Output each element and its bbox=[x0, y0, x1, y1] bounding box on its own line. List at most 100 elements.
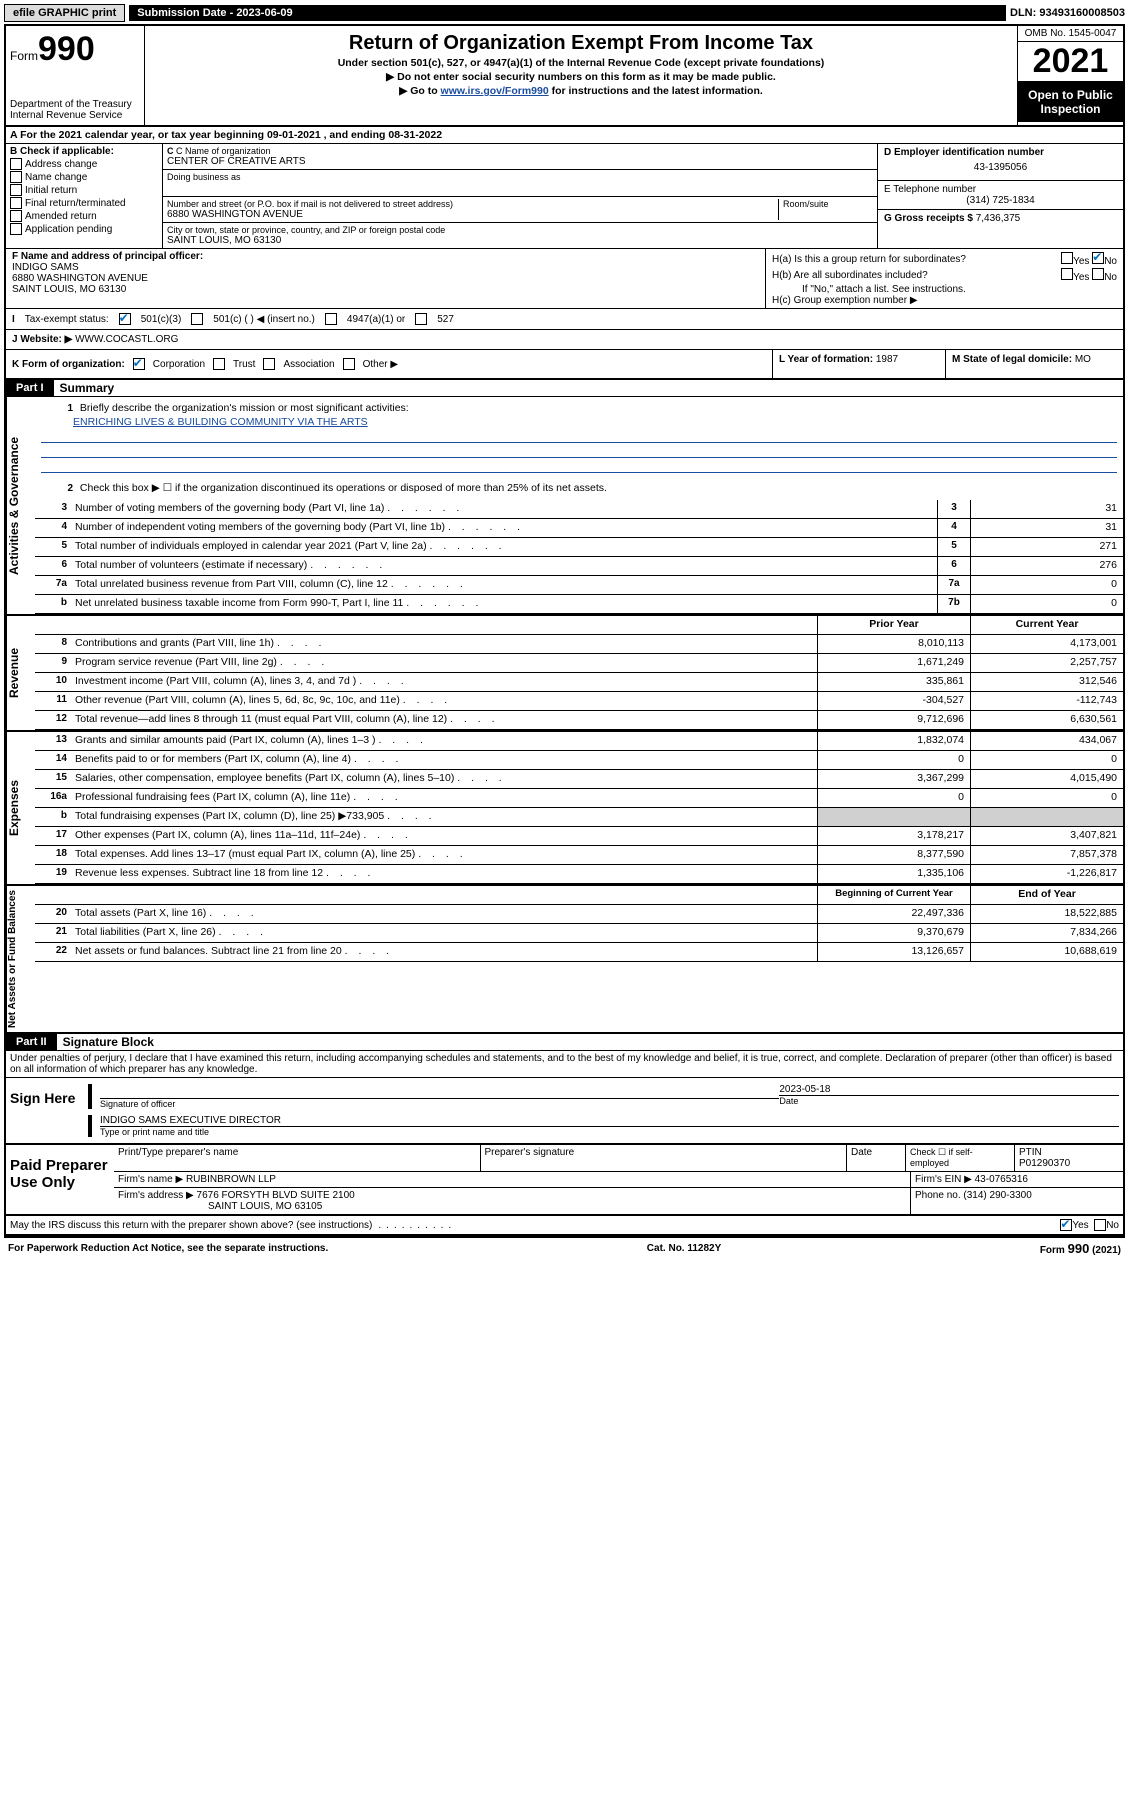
hc-label: H(c) Group exemption number ▶ bbox=[772, 295, 1117, 306]
discuss-no[interactable] bbox=[1094, 1219, 1106, 1231]
sign-here-section: Sign Here Signature of officer 2023-05-1… bbox=[6, 1078, 1123, 1145]
declaration-text: Under penalties of perjury, I declare th… bbox=[6, 1051, 1123, 1078]
chk-527[interactable] bbox=[415, 313, 427, 325]
m-label: M State of legal domicile: bbox=[952, 354, 1072, 365]
street-address: 6880 WASHINGTON AVENUE bbox=[167, 209, 778, 220]
chk-4947[interactable] bbox=[325, 313, 337, 325]
gross-receipts-value: 7,436,375 bbox=[976, 213, 1021, 224]
tax-year: 2021 bbox=[1018, 42, 1123, 82]
chk-final-return[interactable] bbox=[10, 197, 22, 209]
governance-row: 6 Total number of volunteers (estimate i… bbox=[35, 557, 1123, 576]
form-title: Return of Organization Exempt From Incom… bbox=[153, 32, 1009, 55]
city-label: City or town, state or province, country… bbox=[167, 225, 873, 235]
line1-label: Briefly describe the organization's miss… bbox=[80, 402, 409, 414]
chk-application-pending[interactable] bbox=[10, 223, 22, 235]
e-phone-label: E Telephone number bbox=[884, 184, 1117, 195]
firm-name-label: Firm's name ▶ bbox=[118, 1174, 183, 1185]
website-label: Website: ▶ bbox=[20, 334, 72, 345]
mission-text[interactable]: ENRICHING LIVES & BUILDING COMMUNITY VIA… bbox=[73, 416, 368, 428]
form-footer: Form 990 (2021) bbox=[1040, 1241, 1121, 1256]
section-j: J Website: ▶ WWW.COCASTL.ORG bbox=[6, 330, 1123, 350]
row-a-tax-year: A For the 2021 calendar year, or tax yea… bbox=[6, 127, 1123, 144]
chk-501c[interactable] bbox=[191, 313, 203, 325]
data-row: 20 Total assets (Part X, line 16) . . . … bbox=[35, 905, 1123, 924]
chk-trust[interactable] bbox=[213, 358, 225, 370]
hb-note: If "No," attach a list. See instructions… bbox=[772, 284, 1117, 295]
data-row: 10 Investment income (Part VIII, column … bbox=[35, 673, 1123, 692]
ptin-label: PTIN bbox=[1019, 1147, 1119, 1158]
firm-addr-label: Firm's address ▶ bbox=[118, 1190, 194, 1201]
chk-other[interactable] bbox=[343, 358, 355, 370]
chk-501c3[interactable] bbox=[119, 313, 131, 325]
side-revenue: Revenue bbox=[6, 616, 35, 730]
section-klm: K Form of organization: Corporation Trus… bbox=[6, 350, 1123, 380]
sign-here-label: Sign Here bbox=[6, 1078, 84, 1143]
firm-phone-label: Phone no. bbox=[915, 1190, 961, 1201]
d-ein-label: D Employer identification number bbox=[884, 147, 1117, 158]
line2-text: Check this box ▶ ☐ if the organization d… bbox=[80, 482, 607, 494]
c-name-label: C Name of organization bbox=[176, 146, 271, 156]
governance-row: 4 Number of independent voting members o… bbox=[35, 519, 1123, 538]
self-employed-label: Check ☐ if self-employed bbox=[906, 1145, 1015, 1171]
sig-officer-label: Signature of officer bbox=[100, 1098, 779, 1109]
prep-name-label: Print/Type preparer's name bbox=[114, 1145, 481, 1171]
data-row: 9 Program service revenue (Part VIII, li… bbox=[35, 654, 1123, 673]
officer-addr1: 6880 WASHINGTON AVENUE bbox=[12, 273, 759, 284]
chk-name-change[interactable] bbox=[10, 171, 22, 183]
sig-date-value: 2023-05-18 bbox=[779, 1084, 1119, 1095]
submission-date: Submission Date - 2023-06-09 bbox=[129, 5, 1006, 21]
l-label: L Year of formation: bbox=[779, 354, 873, 365]
chk-initial-return[interactable] bbox=[10, 184, 22, 196]
dept-treasury: Department of the Treasury bbox=[10, 99, 140, 110]
chk-assoc[interactable] bbox=[263, 358, 275, 370]
ptin-value: P01290370 bbox=[1019, 1158, 1119, 1169]
f-label: F Name and address of principal officer: bbox=[12, 251, 759, 262]
chk-amended[interactable] bbox=[10, 210, 22, 222]
hb-no[interactable] bbox=[1092, 268, 1104, 280]
prep-date-label: Date bbox=[847, 1145, 906, 1171]
room-suite-label: Room/suite bbox=[778, 199, 873, 220]
firm-ein-label: Firm's EIN ▶ bbox=[915, 1174, 972, 1185]
form-header: Form990 Department of the Treasury Inter… bbox=[6, 26, 1123, 127]
governance-row: 7a Total unrelated business revenue from… bbox=[35, 576, 1123, 595]
form-prefix: Form bbox=[10, 49, 38, 63]
data-row: 17 Other expenses (Part IX, column (A), … bbox=[35, 827, 1123, 846]
subtitle-2: ▶ Do not enter social security numbers o… bbox=[153, 71, 1009, 83]
data-row: 8 Contributions and grants (Part VIII, l… bbox=[35, 635, 1123, 654]
dln: DLN: 93493160008503 bbox=[1010, 7, 1125, 19]
part1-header-row: Part I Summary bbox=[6, 380, 1123, 397]
data-row: 16a Professional fundraising fees (Part … bbox=[35, 789, 1123, 808]
phone-value: (314) 725-1834 bbox=[884, 195, 1117, 206]
omb-number: OMB No. 1545-0047 bbox=[1018, 26, 1123, 42]
ha-no[interactable] bbox=[1092, 252, 1104, 264]
paperwork-notice: For Paperwork Reduction Act Notice, see … bbox=[8, 1243, 328, 1254]
cat-no: Cat. No. 11282Y bbox=[328, 1243, 1040, 1254]
data-row: 12 Total revenue—add lines 8 through 11 … bbox=[35, 711, 1123, 730]
efile-button[interactable]: efile GRAPHIC print bbox=[4, 4, 125, 22]
data-row: 21 Total liabilities (Part X, line 26) .… bbox=[35, 924, 1123, 943]
irs-link[interactable]: www.irs.gov/Form990 bbox=[441, 85, 549, 97]
chk-address-change[interactable] bbox=[10, 158, 22, 170]
paid-preparer-label: Paid Preparer Use Only bbox=[6, 1145, 114, 1214]
form-number: 990 bbox=[38, 30, 95, 68]
data-row: 11 Other revenue (Part VIII, column (A),… bbox=[35, 692, 1123, 711]
discuss-yes[interactable] bbox=[1060, 1219, 1072, 1231]
goto-suffix: for instructions and the latest informat… bbox=[549, 85, 763, 97]
part2-header-row: Part II Signature Block bbox=[6, 1034, 1123, 1051]
side-expenses: Expenses bbox=[6, 732, 35, 884]
side-governance: Activities & Governance bbox=[6, 397, 35, 614]
ha-yes[interactable] bbox=[1061, 252, 1073, 264]
hb-yes[interactable] bbox=[1061, 268, 1073, 280]
dba-label: Doing business as bbox=[167, 172, 873, 182]
irs-label: Internal Revenue Service bbox=[10, 110, 140, 121]
ha-label: H(a) Is this a group return for subordin… bbox=[772, 254, 966, 265]
current-year-header: Current Year bbox=[970, 616, 1123, 634]
part2-header: Part II bbox=[6, 1034, 57, 1050]
g-gross-label: G Gross receipts $ bbox=[884, 213, 973, 224]
goto-prefix: ▶ Go to bbox=[399, 85, 440, 97]
k-label: K Form of organization: bbox=[12, 359, 125, 370]
section-fh: F Name and address of principal officer:… bbox=[6, 249, 1123, 309]
chk-corp[interactable] bbox=[133, 358, 145, 370]
officer-addr2: SAINT LOUIS, MO 63130 bbox=[12, 284, 759, 295]
officer-name-title: INDIGO SAMS EXECUTIVE DIRECTOR bbox=[100, 1115, 1119, 1126]
